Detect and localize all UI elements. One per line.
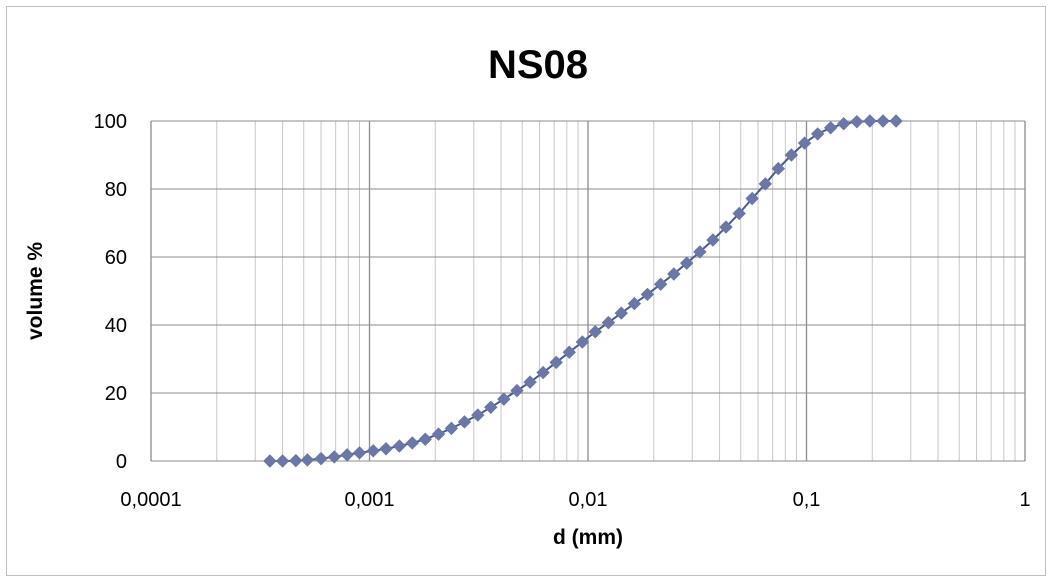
y-axis-tick-labels: 0 20 40 60 80 100 — [94, 111, 127, 473]
data-point — [340, 448, 354, 462]
data-point — [392, 439, 407, 453]
x-tick-label: 0,01 — [569, 489, 608, 511]
data-point — [510, 383, 524, 398]
y-tick-label: 20 — [105, 383, 127, 405]
data-point — [263, 454, 277, 468]
data-point — [418, 432, 432, 446]
data-point — [457, 415, 472, 429]
data-point — [497, 392, 511, 406]
data-point — [627, 296, 642, 311]
data-point — [327, 450, 341, 464]
data-point — [614, 306, 628, 320]
data-point — [758, 177, 773, 191]
data-point — [653, 277, 668, 291]
y-tick-label: 60 — [105, 247, 127, 269]
y-tick-label: 100 — [94, 111, 127, 133]
data-point — [876, 114, 890, 128]
data-point — [314, 451, 328, 466]
data-point — [784, 148, 799, 162]
data-point — [771, 161, 786, 176]
data-point — [706, 233, 720, 247]
data-point — [732, 206, 746, 221]
chart-title: NS08 — [488, 43, 588, 87]
y-tick-label: 0 — [116, 451, 127, 473]
data-point — [667, 267, 681, 281]
data-point — [562, 345, 576, 359]
data-point — [745, 191, 759, 206]
data-point — [471, 408, 485, 422]
y-tick-label: 40 — [105, 315, 127, 337]
x-axis-title: d (mm) — [553, 526, 623, 549]
data-point — [289, 453, 303, 468]
data-point — [405, 436, 420, 450]
x-tick-label: 0,001 — [344, 489, 394, 511]
x-tick-label: 0,0001 — [120, 489, 181, 511]
data-point — [823, 121, 838, 135]
data-point — [379, 442, 393, 456]
data-point — [431, 427, 446, 441]
data-point — [640, 287, 655, 302]
y-tick-label: 80 — [105, 179, 127, 201]
x-tick-label: 0,1 — [793, 489, 821, 511]
series-line — [269, 120, 897, 462]
data-point — [588, 325, 603, 339]
data-point — [797, 136, 812, 150]
series-layer — [263, 114, 903, 468]
data-point — [523, 375, 537, 389]
grid — [150, 120, 1026, 462]
data-point — [889, 114, 903, 128]
data-point — [549, 355, 563, 370]
data-point — [352, 446, 367, 460]
data-point — [850, 114, 864, 129]
data-point — [719, 220, 733, 234]
y-axis-title: volume % — [24, 242, 47, 340]
data-point — [444, 421, 459, 436]
data-point — [484, 400, 498, 414]
data-point — [836, 117, 851, 131]
data-point — [275, 454, 290, 468]
data-point — [575, 335, 590, 349]
x-tick-label: 1 — [1019, 489, 1030, 511]
data-point — [863, 114, 877, 128]
x-axis-tick-labels: 0,0001 0,001 0,01 0,1 1 — [120, 489, 1030, 511]
data-point — [601, 315, 616, 330]
data-point — [366, 444, 380, 458]
data-point — [536, 365, 550, 380]
data-point — [693, 245, 707, 259]
data-point — [810, 127, 825, 141]
data-point — [300, 453, 315, 467]
data-point — [680, 256, 694, 270]
